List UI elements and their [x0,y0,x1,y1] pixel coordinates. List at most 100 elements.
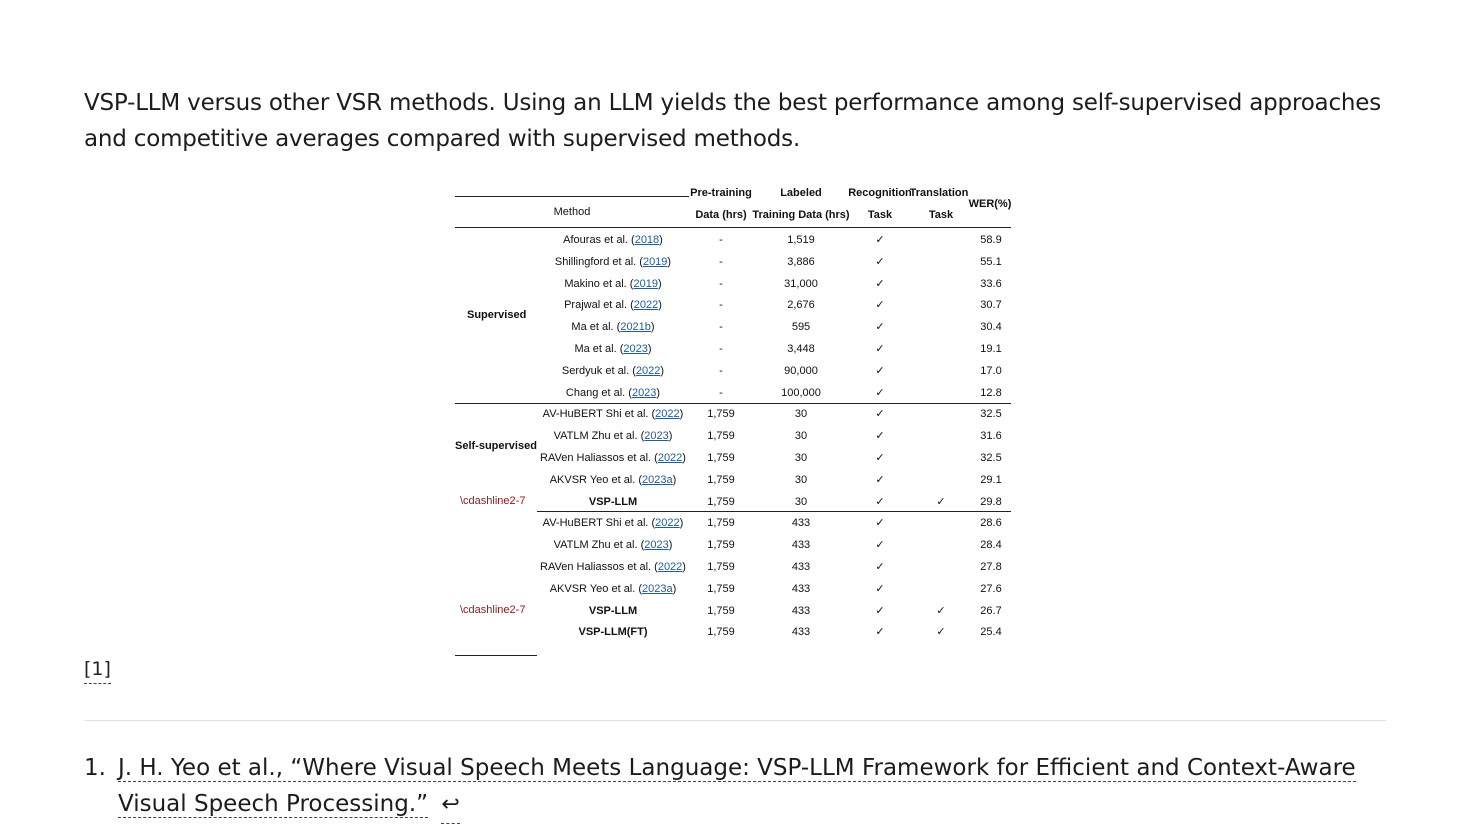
table-bottom-rule [455,655,537,656]
table-dash-rule [537,511,1011,512]
method-name: AV-HuBERT Shi et al. ( [542,408,656,421]
method-name: Ma et al. ( [571,321,621,334]
recognition-cell: ✓ [875,386,885,399]
labeled-cell: 30 [794,408,808,421]
labeled-cell: 433 [791,604,811,617]
method-name: Prajwal et al. ( [564,299,634,312]
pretraining-cell: 1,759 [707,604,735,617]
citation-link[interactable]: 2023a [642,473,673,486]
method-cell: AV-HuBERT Shi et al. (2022) [543,407,684,421]
method-cell: RAVen Haliassos et al. (2022) [540,560,686,574]
translation-cell: ✓ [936,604,946,617]
citation-close: ) [660,364,665,377]
citation-link[interactable]: 2022 [657,561,683,573]
method-name: RAVen Haliassos et al. ( [540,561,658,573]
header-translation-1: Translation [909,187,969,199]
pretraining-cell: 1,759 [707,495,735,508]
recognition-cell: ✓ [875,277,885,290]
method-cell: VATLM Zhu et al. (2023) [554,538,673,552]
labeled-cell: 90,000 [784,364,818,377]
method-name: AV-HuBERT Shi et al. ( [542,517,656,530]
recognition-cell: ✓ [875,321,885,334]
pretraining-cell: - [719,234,723,246]
wer-cell: 32.5 [980,408,1002,421]
method-cell: RAVen Haliassos et al. (2022) [540,451,686,465]
pretraining-cell: - [719,299,723,312]
wer-cell: 58.9 [980,234,1002,246]
citation-link[interactable]: 2018 [634,234,660,246]
recognition-cell: ✓ [875,604,885,617]
citation-close: ) [650,321,655,334]
pretraining-cell: - [719,364,723,377]
citation-link[interactable]: 2021b [620,321,651,334]
citation-link[interactable]: 2019 [642,255,668,268]
labeled-cell: 433 [791,561,811,573]
wer-cell: 17.0 [980,364,1002,377]
method-cell: AV-HuBERT Shi et al. (2022) [543,516,684,530]
citation-link[interactable]: 2023 [644,539,669,552]
cdashline-marker-2: \cdashline2-7 [460,604,526,616]
citation-close: ) [657,277,662,290]
recognition-cell: ✓ [875,408,885,421]
figure-caption: VSP-LLM versus other VSR methods. Using … [84,90,1382,152]
method-name: AKVSR Yeo et al. ( [549,582,643,595]
citation-close: ) [672,473,677,486]
recognition-cell: ✓ [875,473,885,486]
citation-close: ) [656,386,661,399]
table-top-rule-left [455,196,689,197]
footnote-reference[interactable]: [1] [84,655,111,684]
citation-link[interactable]: 2023a [642,582,673,595]
wer-cell: 27.8 [980,561,1002,573]
method-name: VSP-LLM(FT) [578,626,648,639]
pretraining-cell: 1,759 [707,626,735,639]
labeled-cell: 433 [791,539,811,552]
citation-link[interactable]: 2022 [635,364,661,377]
labeled-cell: 595 [791,321,811,334]
method-cell: Shillingford et al. (2019) [555,255,671,269]
pretraining-cell: - [719,386,723,399]
citation-close: ) [682,561,686,573]
method-name: Shillingford et al. ( [554,255,643,268]
header-wer: WER(%) [968,198,1012,210]
wer-cell: 32.5 [980,452,1002,464]
wer-cell: 29.1 [980,473,1002,486]
method-name: RAVen Haliassos et al. ( [540,452,658,464]
wer-cell: 25.4 [980,626,1002,639]
recognition-cell: ✓ [875,452,885,464]
citation-close: ) [668,430,673,443]
citation-link[interactable]: 2023 [644,430,669,443]
labeled-cell: 30 [794,452,808,464]
method-name: Chang et al. ( [565,386,632,399]
citation-link[interactable]: 2022 [655,408,680,421]
cdashline-marker-1: \cdashline2-7 [460,495,526,507]
pretraining-cell: 1,759 [707,430,735,443]
pretraining-cell: 1,759 [707,561,735,573]
method-name: VATLM Zhu et al. ( [553,539,645,552]
citation-close: ) [659,234,663,246]
labeled-cell: 433 [791,517,811,530]
pretraining-cell: - [719,321,723,334]
citation-link[interactable]: 2022 [655,517,680,530]
wer-cell: 33.6 [980,277,1002,290]
recognition-cell: ✓ [875,255,885,268]
labeled-cell: 3,886 [787,255,815,268]
citation-link[interactable]: 2023 [631,386,657,399]
citation-link[interactable]: 2019 [633,277,658,290]
footnote-backref-icon[interactable]: ↩ [441,787,460,824]
wer-cell: 31.6 [980,430,1002,443]
citation-close: ) [679,408,684,421]
citation-close: ) [658,299,662,312]
citation-link[interactable]: 2022 [633,299,659,312]
method-name: VSP-LLM [588,495,638,508]
citation-link[interactable]: 2022 [657,452,683,464]
recognition-cell: ✓ [875,430,885,443]
footnote-text: J. H. Yeo et al., “Where Visual Speech M… [118,755,1356,818]
wer-cell: 27.6 [980,582,1002,595]
footnotes-separator [84,720,1386,721]
citation-link[interactable]: 2023 [623,343,648,355]
translation-cell: ✓ [936,626,946,639]
results-table: Method Pre-training Data (hrs) Labeled T… [455,182,1015,658]
group-supervised: Supervised [467,309,527,321]
labeled-cell: 30 [794,495,808,508]
wer-cell: 30.7 [980,299,1002,312]
